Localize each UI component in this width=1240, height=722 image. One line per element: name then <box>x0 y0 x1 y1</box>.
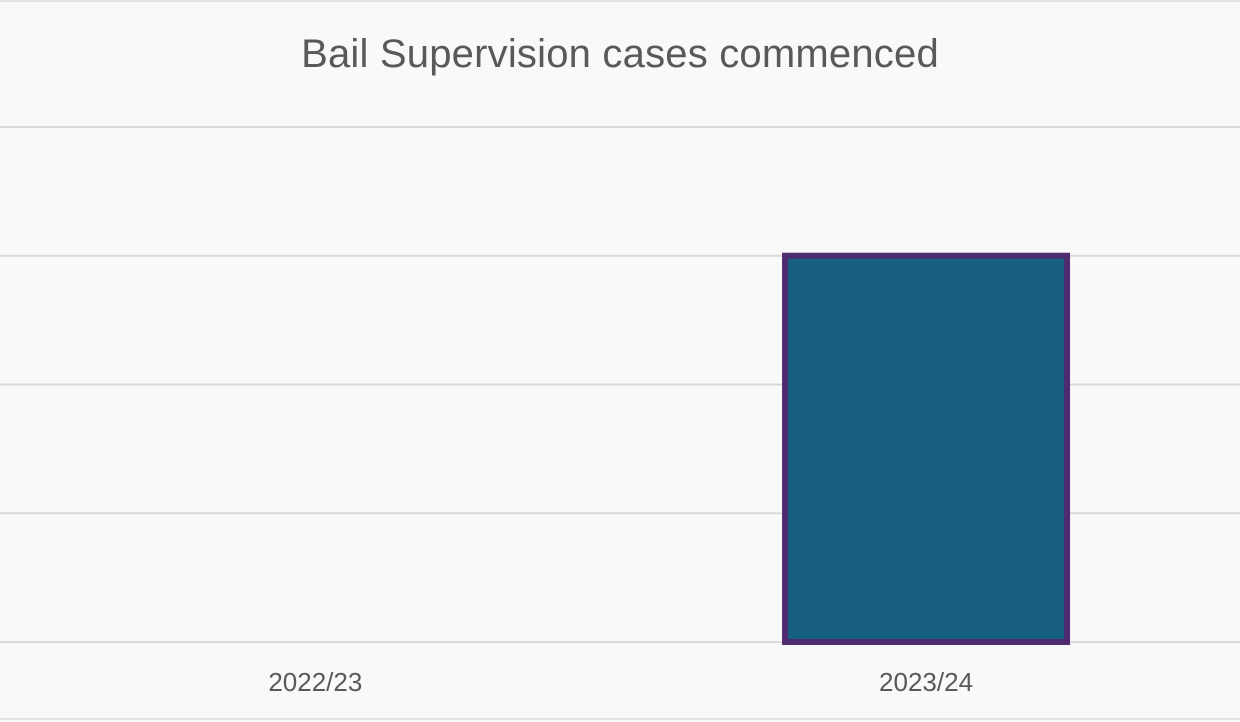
bars <box>782 252 1071 645</box>
x-tick-labels: 2022/23 2023/24 <box>268 667 973 697</box>
bar-2023-24 <box>782 252 1071 645</box>
chart-title: Bail Supervision cases commenced <box>301 32 939 76</box>
x-tick-label: 2022/23 <box>268 667 362 697</box>
x-tick-label: 2023/24 <box>879 667 973 697</box>
